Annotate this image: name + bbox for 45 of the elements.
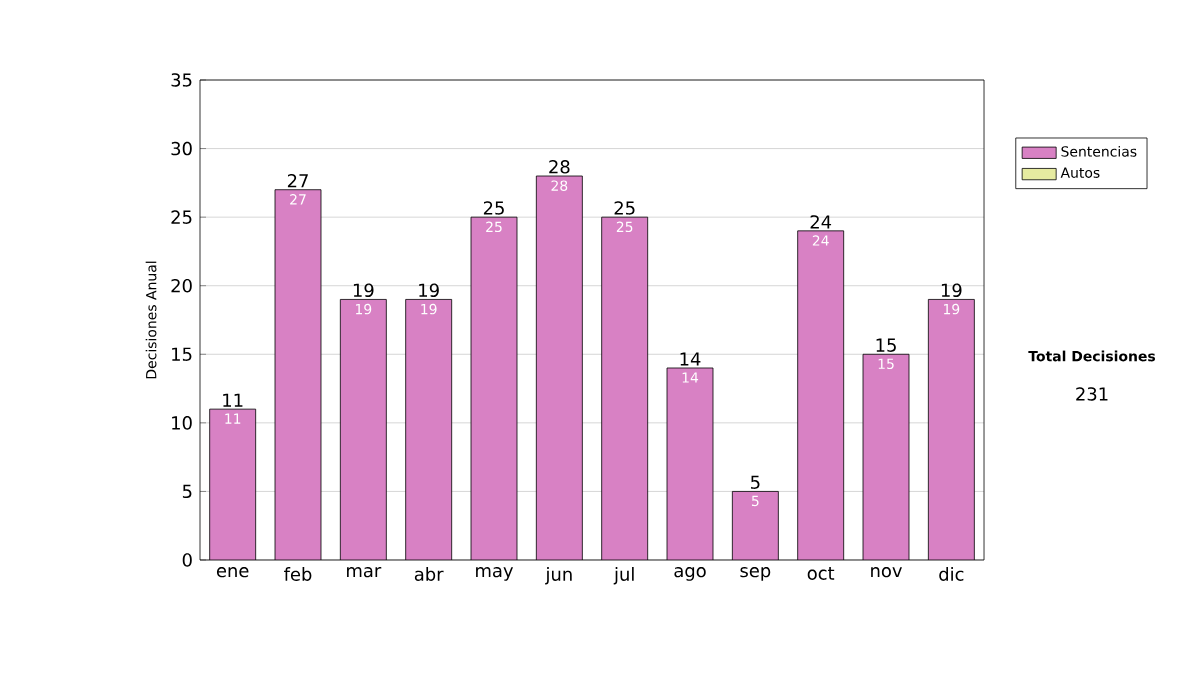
total-label: 14 [680,352,701,366]
x-tick-label: mar [347,567,382,578]
bar [927,299,975,560]
total-label: 24 [810,215,832,229]
x-tick-label: jul [613,567,634,585]
total-label: 25 [483,201,504,215]
bar [275,189,321,560]
bar [732,491,779,560]
x-tick-label: ago [674,567,706,581]
y-tick-label: 30 [171,141,192,156]
y-tick-label: 10 [172,416,192,430]
total-label: 19 [353,283,374,298]
bar [601,217,648,560]
total-label: 11 [223,393,243,407]
y-tick-label: 20 [171,278,192,293]
text: 231 [1076,387,1108,401]
bar [863,354,910,560]
y-tick-label: 25 [171,210,192,224]
total-label: 5 [751,475,760,490]
total-label: 19 [419,283,439,298]
x-tick-label: feb [284,567,312,581]
x-tick-label: dic [939,567,964,581]
bar [797,230,844,560]
y-tick-label: 5 [182,484,192,499]
total-label: 27 [287,174,308,188]
total-label: 19 [941,283,962,298]
y-tick-label: 0 [182,553,192,567]
x-tick-label: sep [740,567,771,581]
total-label: 28 [549,160,570,174]
x-tick-label: nov [871,567,902,578]
y-tick-label: 35 [171,73,192,87]
y-tick-label: 15 [172,347,192,361]
x-tick-label: oct [807,567,835,580]
x-tick-label: abr [414,567,444,581]
bar [340,299,387,560]
bar [405,299,452,560]
x-tick-label: may [476,567,514,581]
bar [667,368,714,560]
bar [209,409,256,560]
x-tick-label: ene [216,567,249,578]
total-label: 15 [876,338,896,352]
bar [536,176,583,560]
x-tick-label: jun [545,567,572,585]
bar [471,217,518,560]
total-label: 25 [614,201,635,215]
